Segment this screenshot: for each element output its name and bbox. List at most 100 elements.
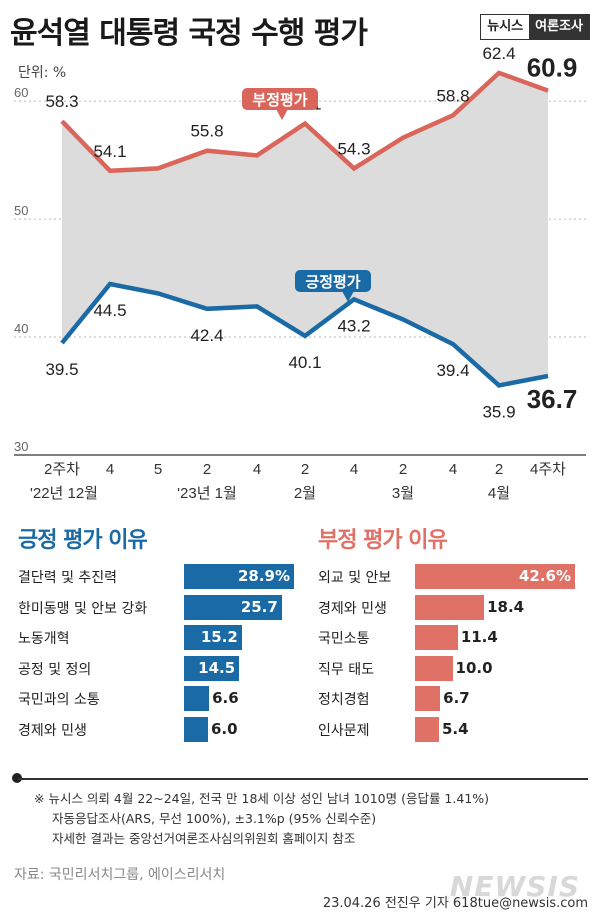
reason-row: 경제와 민생 18.4 xyxy=(318,593,588,623)
reason-row: 외교 및 안보 42.6% xyxy=(318,562,588,592)
brand-name: 뉴시스 xyxy=(481,15,530,39)
reason-row: 인사문제 5.4 xyxy=(318,715,588,745)
x-axis: 2주차 '22년 12월 4 5 2 '23년 1월 4 2 2월 4 2 3월 4 2 4월 4주차 xyxy=(30,461,566,502)
x-tick-label: 5 xyxy=(154,461,162,478)
reason-row: 국민과의 소통 6.6 xyxy=(18,684,298,714)
positive-data-label: 36.7 xyxy=(527,384,578,414)
reason-label: 인사문제 xyxy=(318,722,370,739)
x-month-label: '23년 1월 xyxy=(177,485,237,502)
positive-data-label: 40.1 xyxy=(288,353,321,372)
reason-value: 15.2 xyxy=(200,628,238,646)
reason-row: 정치경험 6.7 xyxy=(318,684,588,714)
reason-value: 5.4 xyxy=(442,719,469,738)
gap-band xyxy=(62,72,548,386)
reason-bar xyxy=(184,625,242,650)
negative-data-label: 54.3 xyxy=(337,139,370,158)
y-tick-label: 50 xyxy=(14,203,28,218)
reason-row: 공정 및 정의 14.5 xyxy=(18,654,298,684)
positive-data-label: 43.2 xyxy=(337,316,370,335)
page-title: 윤석열 대통령 국정 수행 평가 xyxy=(10,16,368,51)
reason-row: 경제와 민생 6.0 xyxy=(18,715,298,745)
reason-value: 18.4 xyxy=(487,597,525,616)
x-month-label: 4월 xyxy=(488,485,510,502)
positive-callout-box xyxy=(295,270,371,292)
reason-row: 한미동맹 및 안보 강화 25.7 xyxy=(18,593,298,623)
x-tick-label: 4주차 xyxy=(530,461,566,478)
reason-value: 28.9% xyxy=(237,567,290,585)
reason-row: 국민소통 11.4 xyxy=(318,623,588,653)
reason-bar xyxy=(184,716,208,742)
x-month-label: 3월 xyxy=(392,485,414,502)
note-divider xyxy=(18,778,588,780)
reason-label: 결단력 및 추진력 xyxy=(18,570,118,586)
reason-bar xyxy=(415,625,458,650)
positive-series-line xyxy=(60,281,549,388)
chart-labels: 58.354.155.858.154.358.862.460.939.544.5… xyxy=(45,44,577,422)
reason-value: 6.0 xyxy=(211,719,238,738)
x-tick-label: 2 xyxy=(301,461,309,478)
note-line-1: ※ 뉴시스 의뢰 4월 22~24일, 전국 만 18세 이상 성인 남녀 10… xyxy=(34,791,490,806)
reason-bar xyxy=(415,594,485,620)
x-month-label: '22년 12월 xyxy=(30,485,98,502)
reason-bar xyxy=(415,686,441,711)
reason-label: 경제와 민생 xyxy=(318,600,387,617)
reason-value: 6.7 xyxy=(443,689,470,707)
negative-data-label: 58.8 xyxy=(436,86,469,105)
negative-callout-pointer xyxy=(276,109,288,120)
reason-bar xyxy=(184,564,294,589)
negative-callout-box xyxy=(242,88,318,110)
reason-value: 14.5 xyxy=(198,658,236,677)
chart-lines xyxy=(60,70,549,388)
negative-series-line xyxy=(60,70,549,174)
positive-callout-text: 긍정평가 xyxy=(305,273,360,291)
y-tick-label: 60 xyxy=(14,85,28,100)
reason-value: 42.6% xyxy=(518,567,571,585)
reason-bar xyxy=(184,686,210,711)
negative-data-label: 60.9 xyxy=(527,53,578,83)
x-tick-label: 2 xyxy=(399,461,407,478)
positive-data-label: 35.9 xyxy=(482,402,515,421)
reason-label: 국민과의 소통 xyxy=(18,692,100,708)
negative-data-label: 54.1 xyxy=(93,142,126,161)
positive-data-label: 44.5 xyxy=(93,301,126,320)
brand-badge: 뉴시스 여론조사 xyxy=(480,14,590,40)
chart-band xyxy=(62,72,548,386)
negative-reasons-title: 부정 평가 이유 xyxy=(318,528,448,553)
negative-callout-text: 부정평가 xyxy=(252,91,307,109)
reason-value: 10.0 xyxy=(455,658,493,677)
note-line-3: 자세한 결과는 중앙선거여론조사심의위원회 홈페이지 참조 xyxy=(52,831,356,846)
reason-bar xyxy=(415,655,453,681)
reason-label: 한미동맹 및 안보 강화 xyxy=(18,600,148,617)
reason-bar xyxy=(415,564,575,589)
x-tick-label: 4 xyxy=(106,461,114,478)
x-tick-label: 2주차 xyxy=(44,461,80,478)
reason-row: 결단력 및 추진력 28.9% xyxy=(18,562,298,592)
reason-row: 노동개혁 15.2 xyxy=(18,623,298,653)
reason-label: 노동개혁 xyxy=(18,631,70,647)
reason-label: 국민소통 xyxy=(318,631,370,647)
positive-data-label: 39.4 xyxy=(436,361,469,380)
unit-label: 단위: % xyxy=(18,65,67,81)
negative-data-label: 58.3 xyxy=(45,92,78,111)
reason-value: 11.4 xyxy=(460,628,498,646)
positive-data-label: 39.5 xyxy=(45,360,78,379)
reason-value: 6.6 xyxy=(212,689,239,707)
note-line-2: 자동응답조사(ARS, 무선 100%), ±3.1%p (95% 신뢰수준) xyxy=(52,811,377,826)
y-tick-label: 30 xyxy=(14,439,28,454)
note-dot xyxy=(12,773,22,783)
reason-row: 직무 태도 10.0 xyxy=(318,654,588,684)
reason-label: 직무 태도 xyxy=(318,661,374,678)
newsis-watermark: NEWSIS xyxy=(449,870,580,903)
x-tick-label: 2 xyxy=(203,461,211,478)
source-label: 자료: 국민리서치그룹, 에이스리서치 xyxy=(14,867,226,883)
brand-section: 여론조사 xyxy=(529,15,589,39)
reason-bar xyxy=(184,655,240,681)
reason-bar xyxy=(184,594,282,620)
y-tick-label: 40 xyxy=(14,321,28,336)
reason-label: 정치경험 xyxy=(318,692,370,708)
positive-reasons-title: 긍정 평가 이유 xyxy=(18,528,148,553)
reason-value: 25.7 xyxy=(240,597,278,616)
reason-label: 외교 및 안보 xyxy=(318,570,392,586)
